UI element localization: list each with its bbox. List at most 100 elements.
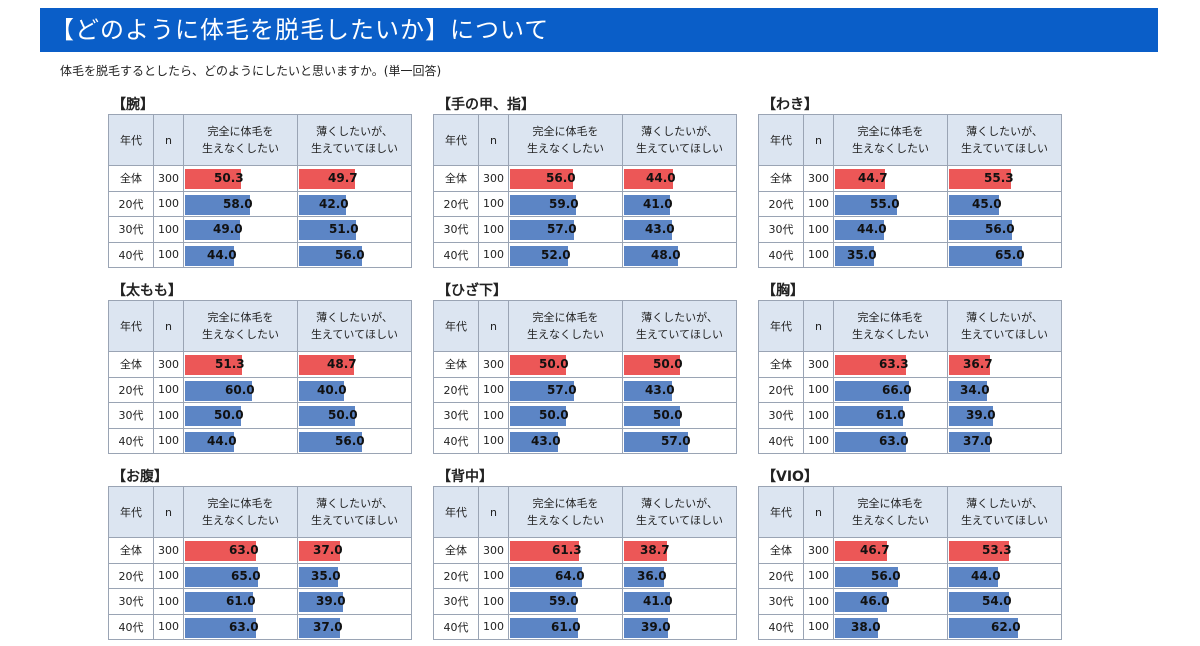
value-bar <box>185 541 256 561</box>
thin-hair-cell: 41.0 <box>622 190 737 217</box>
value-label: 54.0 <box>982 594 1012 608</box>
panel-title: 【お腹】 <box>112 469 168 485</box>
value-label: 62.0 <box>991 619 1021 634</box>
panel-title: 【手の甲、指】 <box>437 97 535 113</box>
full-removal-cell: 57.0 <box>508 376 623 403</box>
age-cell: 20代 <box>433 376 479 403</box>
header-age: 年代 <box>433 300 479 352</box>
n-cell: 300 <box>153 351 184 378</box>
value-label: 43.0 <box>645 222 675 236</box>
value-bar <box>299 617 340 638</box>
value-bar <box>624 245 678 266</box>
table-row: 40代 100 52.0 48.0 <box>433 241 737 268</box>
n-cell: 300 <box>153 537 184 564</box>
data-table: 年代 n 完全に体毛を 生えなくしたい 薄くしたいが、 生えていてほしい 全体 300 44.7… <box>758 114 1062 268</box>
value-label: 56.0 <box>335 433 365 448</box>
value-label: 41.0 <box>643 594 673 608</box>
value-label: 60.0 <box>225 382 255 397</box>
full-removal-cell: 35.0 <box>833 241 948 268</box>
thin-hair-cell: 50.0 <box>297 402 412 429</box>
table-row: 20代 100 57.0 43.0 <box>433 376 737 403</box>
value-label: 34.0 <box>960 382 990 397</box>
age-cell: 20代 <box>108 562 154 589</box>
table-row: 30代 100 50.0 50.0 <box>433 402 737 429</box>
panel-title: 【太もも】 <box>112 283 182 299</box>
age-cell: 40代 <box>758 613 804 640</box>
value-label: 59.0 <box>549 196 579 211</box>
age-cell: 40代 <box>108 241 154 268</box>
value-label: 56.0 <box>546 171 576 185</box>
thin-hair-cell: 56.0 <box>297 241 412 268</box>
header-age: 年代 <box>433 114 479 166</box>
value-label: 50.3 <box>214 171 244 185</box>
full-removal-cell: 38.0 <box>833 613 948 640</box>
table-row: 20代 100 58.0 42.0 <box>108 190 412 217</box>
value-bar <box>835 220 884 240</box>
n-cell: 300 <box>153 165 184 192</box>
value-label: 52.0 <box>541 247 571 262</box>
value-bar <box>299 541 340 561</box>
table-row: 30代 100 61.0 39.0 <box>108 588 412 615</box>
full-removal-cell: 50.0 <box>508 351 623 378</box>
value-bar <box>185 194 250 215</box>
full-removal-cell: 64.0 <box>508 562 623 589</box>
header-age: 年代 <box>758 300 804 352</box>
header-age: 年代 <box>108 114 154 166</box>
value-label: 48.7 <box>327 357 357 371</box>
age-cell: 30代 <box>108 402 154 429</box>
n-cell: 100 <box>153 376 184 403</box>
value-bar <box>624 380 672 401</box>
n-cell: 100 <box>478 376 509 403</box>
age-cell: 全体 <box>758 351 804 378</box>
value-bar <box>949 169 1011 189</box>
value-bar <box>949 617 1018 638</box>
age-cell: 20代 <box>108 190 154 217</box>
n-cell: 300 <box>478 537 509 564</box>
age-cell: 20代 <box>433 562 479 589</box>
thin-hair-cell: 43.0 <box>622 376 737 403</box>
header-age: 年代 <box>758 486 804 538</box>
table-row: 40代 100 63.0 37.0 <box>758 427 1062 454</box>
age-cell: 30代 <box>758 402 804 429</box>
value-label: 44.0 <box>646 171 676 185</box>
full-removal-cell: 63.3 <box>833 351 948 378</box>
value-bar <box>510 220 574 240</box>
n-cell: 100 <box>478 190 509 217</box>
thin-hair-cell: 51.0 <box>297 216 412 243</box>
full-removal-cell: 56.0 <box>508 165 623 192</box>
n-cell: 100 <box>478 402 509 429</box>
header-thin-hair: 薄くしたいが、 生えていてほしい <box>297 300 412 352</box>
thin-hair-cell: 39.0 <box>947 402 1062 429</box>
n-cell: 300 <box>803 537 834 564</box>
value-bar <box>949 245 1022 266</box>
value-bar <box>299 245 362 266</box>
age-cell: 全体 <box>433 537 479 564</box>
table-row: 全体 300 44.7 55.3 <box>758 165 1062 192</box>
value-bar <box>185 566 258 587</box>
value-label: 58.0 <box>223 196 253 211</box>
data-table: 年代 n 完全に体毛を 生えなくしたい 薄くしたいが、 生えていてほしい 全体 300 50.0… <box>433 300 737 454</box>
table-row: 40代 100 63.0 37.0 <box>108 613 412 640</box>
value-bar <box>510 245 568 266</box>
panel-title: 【背中】 <box>437 469 493 485</box>
value-label: 37.0 <box>313 543 343 557</box>
value-bar <box>949 592 1009 612</box>
age-cell: 20代 <box>758 376 804 403</box>
thin-hair-cell: 41.0 <box>622 588 737 615</box>
value-label: 50.0 <box>539 408 569 422</box>
value-label: 40.0 <box>317 382 347 397</box>
value-bar <box>510 355 566 375</box>
value-bar <box>624 431 688 452</box>
value-label: 39.0 <box>641 619 671 634</box>
value-label: 46.7 <box>860 543 890 557</box>
n-cell: 100 <box>803 588 834 615</box>
value-label: 61.0 <box>226 594 256 608</box>
n-cell: 100 <box>803 190 834 217</box>
value-bar <box>299 431 362 452</box>
value-label: 57.0 <box>547 382 577 397</box>
n-cell: 300 <box>478 351 509 378</box>
age-cell: 40代 <box>433 427 479 454</box>
value-bar <box>624 541 667 561</box>
header-thin-hair: 薄くしたいが、 生えていてほしい <box>622 486 737 538</box>
age-cell: 40代 <box>433 241 479 268</box>
